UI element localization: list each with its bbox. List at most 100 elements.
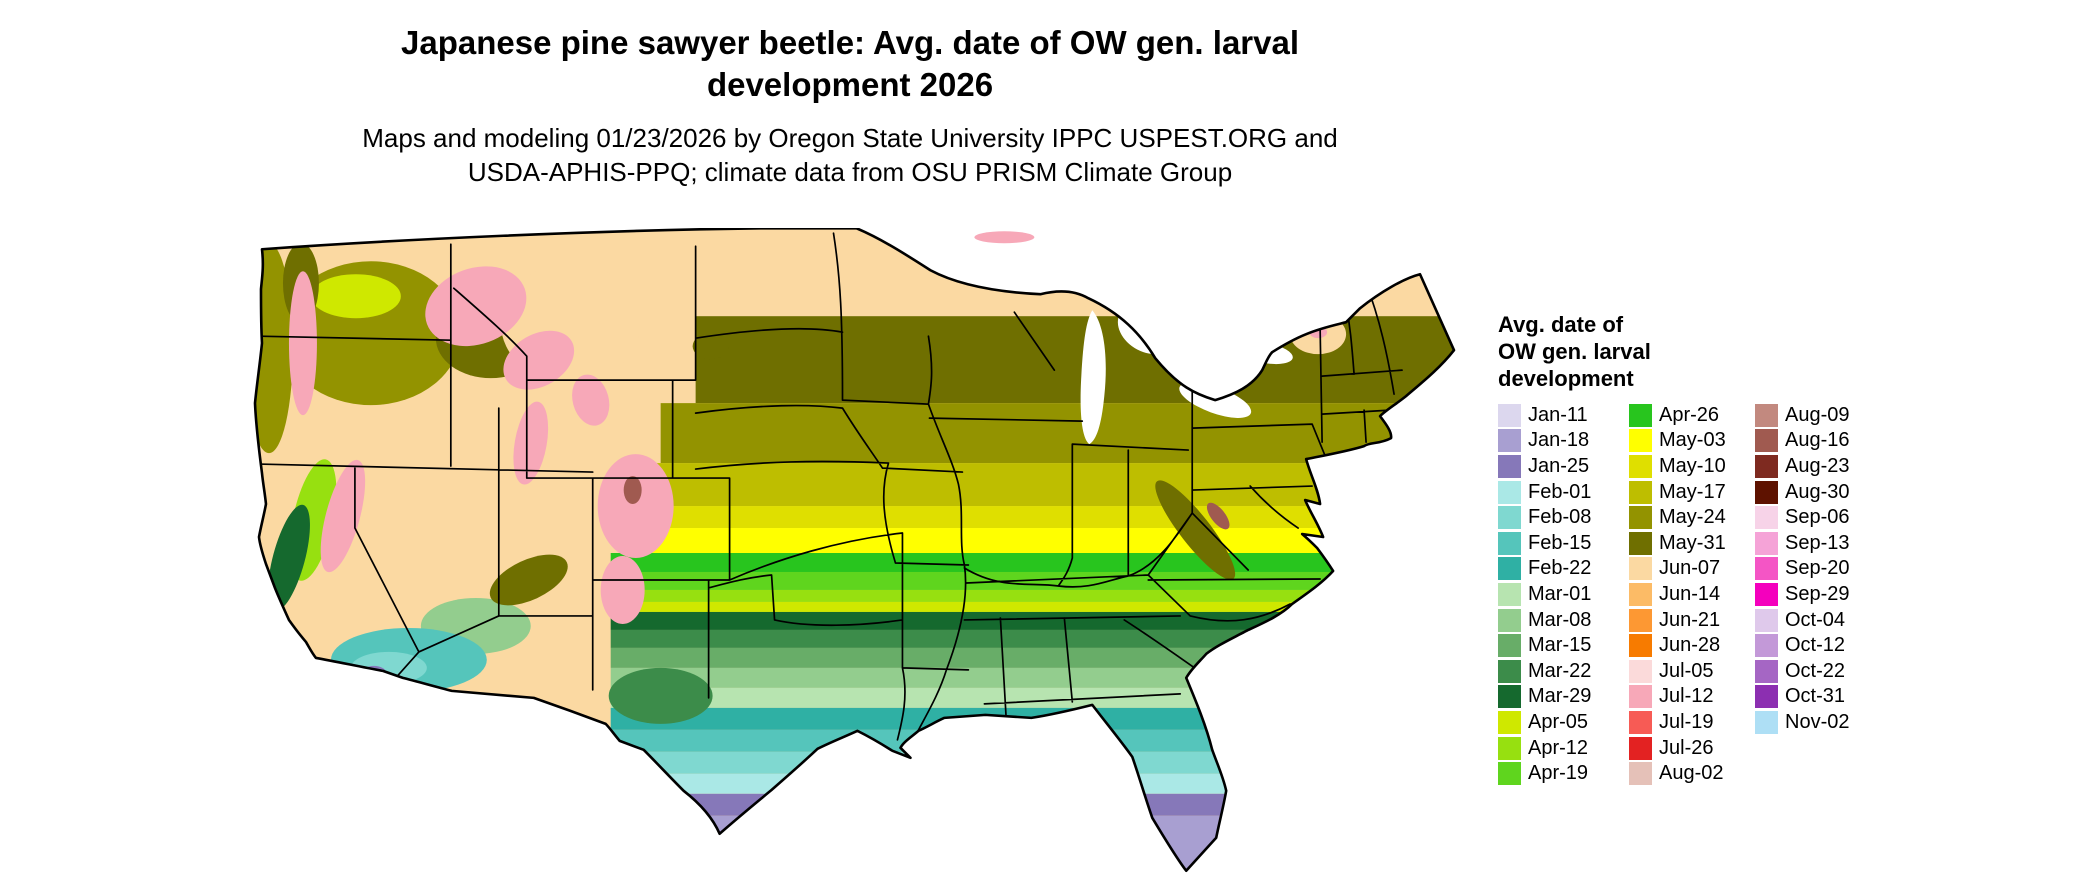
legend-label: May-31 <box>1659 531 1726 554</box>
legend-entry-Sep-13: Sep-13 <box>1755 530 1886 556</box>
legend-entry-May-24: May-24 <box>1629 505 1755 531</box>
legend-swatch <box>1498 710 1521 734</box>
legend-entry-Mar-08: Mar-08 <box>1498 607 1629 633</box>
legend-swatch <box>1498 480 1521 504</box>
map-band-Feb-15 <box>610 729 1455 752</box>
legend-label: Feb-22 <box>1528 557 1592 580</box>
legend-label: Jul-12 <box>1659 685 1714 708</box>
legend-entry-Jun-07: Jun-07 <box>1629 556 1755 582</box>
map-band-Apr-19 <box>610 571 1455 590</box>
legend-label: Mar-22 <box>1528 659 1592 682</box>
legend-entry-Jun-14: Jun-14 <box>1629 582 1755 608</box>
legend-swatch <box>1755 634 1778 658</box>
map-patch-Jul-12 <box>597 454 674 558</box>
legend-entry-Jul-12: Jul-12 <box>1629 684 1755 710</box>
map-patch-Mar-29 <box>267 504 310 612</box>
legend-swatch <box>1629 429 1652 453</box>
legend-label: Aug-09 <box>1785 403 1850 426</box>
legend-entry-Oct-31: Oct-31 <box>1755 684 1886 710</box>
legend-swatch <box>1755 710 1778 734</box>
map-patch-Aug-16 <box>623 476 642 505</box>
legend-label: Feb-15 <box>1528 531 1592 554</box>
map-patch-Jul-12 <box>600 556 645 624</box>
map-patch-May-31 <box>489 554 568 606</box>
us-choropleth-map <box>241 228 1460 884</box>
legend-label: Jun-07 <box>1659 557 1721 580</box>
map-patch-May-31 <box>1155 480 1236 580</box>
map-band-Feb-01 <box>610 773 1455 794</box>
legend-swatch <box>1755 506 1778 530</box>
map-band-Feb-22 <box>610 707 1455 730</box>
map-band-May-17 <box>640 463 1455 507</box>
legend-swatch <box>1629 710 1652 734</box>
legend-entry-Jul-19: Jul-19 <box>1629 710 1755 736</box>
legend-swatch <box>1755 480 1778 504</box>
map-band-Mar-15 <box>610 647 1455 668</box>
legend-swatch <box>1755 557 1778 581</box>
legend-label: Mar-29 <box>1528 685 1592 708</box>
legend-swatch <box>1629 685 1652 709</box>
legend-swatch <box>1755 582 1778 606</box>
legend-entry-Jan-25: Jan-25 <box>1498 454 1629 480</box>
legend-label: Jan-11 <box>1528 403 1588 426</box>
map-band-Feb-08 <box>610 751 1455 774</box>
map-patch-Jul-12 <box>572 374 610 426</box>
map-patch-Aug-16 <box>1206 502 1230 530</box>
map-patch-Apr-05 <box>310 274 401 319</box>
legend-label: Mar-15 <box>1528 634 1592 657</box>
legend-entry-Apr-26: Apr-26 <box>1629 402 1755 428</box>
legend-label: Oct-04 <box>1785 608 1846 631</box>
legend-entry-May-31: May-31 <box>1629 530 1755 556</box>
legend-swatch <box>1629 403 1652 427</box>
legend-swatch <box>1498 582 1521 606</box>
map-band-Apr-05 <box>610 601 1455 612</box>
legend-column-1: Jan-11 Jan-18 Jan-25 Feb-01 Feb-08 Feb-15 Feb-… <box>1498 402 1629 786</box>
legend-column-2: Apr-26 May-03 May-10 May-17 May-24 May-31 Jun-… <box>1629 402 1755 786</box>
legend-entry-Mar-15: Mar-15 <box>1498 633 1629 659</box>
legend-label: Feb-01 <box>1528 480 1592 503</box>
map-title-line-2: development 2026 <box>706 65 994 103</box>
us-map-svg <box>253 228 1456 873</box>
legend-swatch <box>1498 506 1521 530</box>
legend-entry-Oct-12: Oct-12 <box>1755 633 1886 659</box>
legend-entry-Feb-22: Feb-22 <box>1498 556 1629 582</box>
map-band-Mar-08 <box>610 667 1455 688</box>
legend-entry-Nov-02: Nov-02 <box>1755 710 1886 736</box>
legend-entry-Mar-22: Mar-22 <box>1498 658 1629 684</box>
map-subtitle-line-1: Maps and modeling 01/23/2026 by Oregon S… <box>362 122 1338 153</box>
legend-swatch <box>1629 480 1652 504</box>
map-band-May-24 <box>660 403 1455 464</box>
legend-entry-Jan-18: Jan-18 <box>1498 428 1629 454</box>
legend-entry-Sep-29: Sep-29 <box>1755 582 1886 608</box>
legend-entry-Feb-08: Feb-08 <box>1498 505 1629 531</box>
legend-swatch <box>1629 608 1652 632</box>
lake-michigan <box>1080 310 1106 445</box>
legend-label: Aug-02 <box>1659 762 1724 785</box>
legend-swatch <box>1755 429 1778 453</box>
legend-swatch <box>1498 762 1521 786</box>
legend-entry-May-10: May-10 <box>1629 454 1755 480</box>
legend-label: Oct-22 <box>1785 659 1846 682</box>
legend-label: Feb-08 <box>1528 506 1592 529</box>
legend-label: Sep-06 <box>1785 506 1850 529</box>
map-patch-Jul-12 <box>288 271 317 416</box>
legend-label: Aug-23 <box>1785 454 1850 477</box>
map-band-Jan-18 <box>610 815 1455 871</box>
legend-entry-Sep-06: Sep-06 <box>1755 505 1886 531</box>
state-borders <box>258 232 1403 741</box>
map-subtitle: Maps and modeling 01/23/2026 by Oregon S… <box>0 122 1700 190</box>
legend-label: May-24 <box>1659 506 1726 529</box>
legend-label: Apr-12 <box>1528 736 1589 759</box>
map-band-Jan-25 <box>610 793 1455 816</box>
legend-label: Jul-26 <box>1659 736 1714 759</box>
legend-entry-Mar-29: Mar-29 <box>1498 684 1629 710</box>
legend-swatch <box>1755 403 1778 427</box>
legend-swatch <box>1629 736 1652 760</box>
legend-swatch <box>1755 685 1778 709</box>
legend-swatch <box>1498 403 1521 427</box>
legend-entry-Feb-15: Feb-15 <box>1498 530 1629 556</box>
map-band-Mar-29 <box>610 611 1455 630</box>
legend-label: May-17 <box>1659 480 1726 503</box>
legend-label: Oct-31 <box>1785 685 1846 708</box>
